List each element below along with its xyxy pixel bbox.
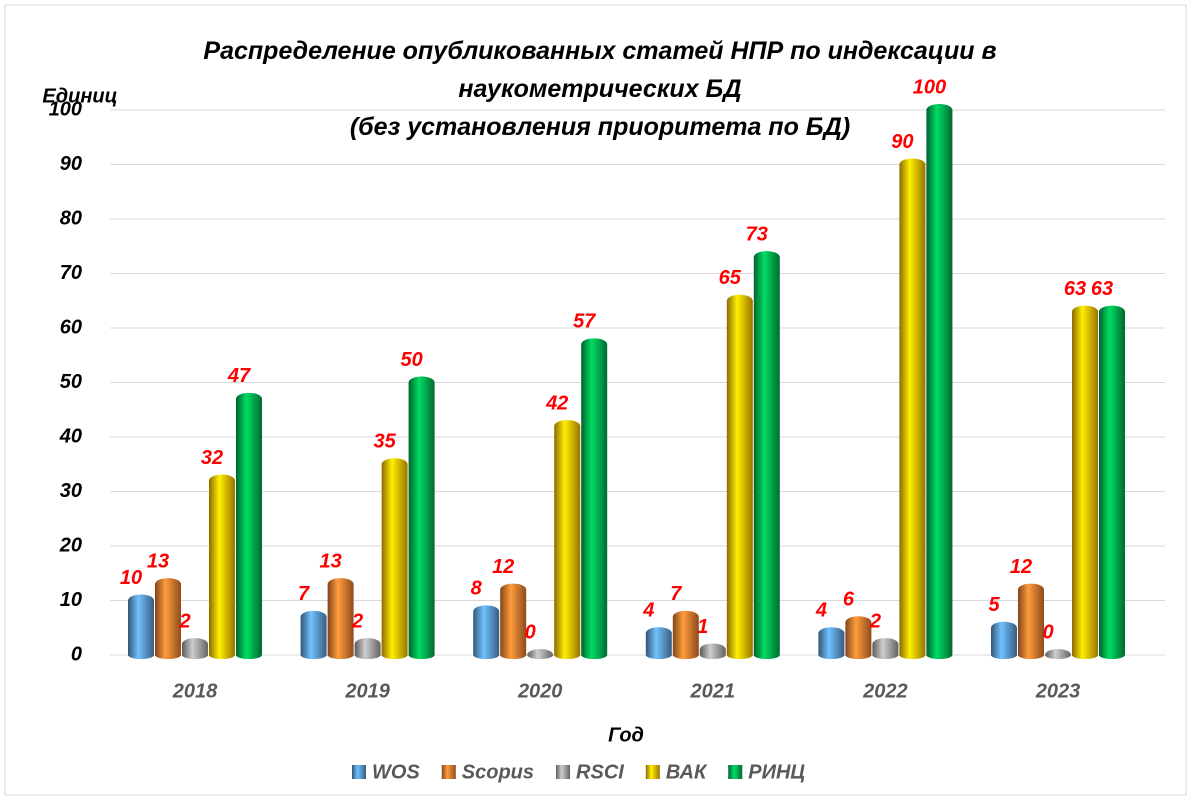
bar: [672, 610, 699, 659]
legend-swatch: [352, 765, 366, 779]
data-label: 50: [400, 349, 422, 371]
data-label: 73: [746, 223, 768, 245]
data-label: 13: [147, 550, 169, 572]
bar: [845, 616, 872, 659]
y-tick-label: 90: [60, 153, 82, 175]
legend-label: ВАК: [666, 761, 708, 783]
y-axis-label: Единиц: [42, 85, 117, 107]
legend-swatch: [645, 765, 660, 779]
data-label: 12: [492, 556, 514, 578]
bar: [991, 621, 1017, 659]
legend-label: РИНЦ: [748, 761, 805, 783]
data-label: 7: [298, 583, 310, 605]
data-label: 5: [988, 594, 1000, 616]
bar: [408, 376, 435, 659]
bar: [182, 638, 208, 659]
y-tick-label: 20: [59, 534, 82, 556]
legend-swatch: [556, 765, 571, 779]
x-tick-label: 2023: [1035, 680, 1081, 702]
data-label: 63: [1091, 278, 1113, 300]
bar: [899, 158, 926, 659]
y-tick-label: 100: [49, 98, 82, 120]
data-label: 90: [891, 131, 913, 153]
data-label: 32: [201, 447, 223, 469]
data-label: 65: [719, 267, 742, 289]
bar: [155, 578, 181, 659]
data-label: 10: [120, 567, 142, 589]
legend-label: RSCI: [576, 761, 624, 783]
bar: [926, 104, 953, 659]
bar: [872, 638, 899, 659]
chart-subtitle: (без установления приоритета по БД): [349, 113, 851, 141]
y-tick-label: 60: [60, 316, 82, 338]
data-label: 6: [843, 589, 855, 611]
data-label: 63: [1064, 278, 1086, 300]
y-tick-label: 80: [60, 207, 82, 229]
y-tick-label: 40: [59, 425, 82, 447]
y-tick-label: 70: [60, 262, 82, 284]
bar: [209, 474, 235, 659]
bar: [527, 649, 554, 659]
data-label: 7: [670, 583, 682, 605]
bar: [818, 627, 845, 659]
data-label: 47: [227, 365, 251, 387]
data-label: 42: [545, 392, 568, 414]
bar: [236, 392, 262, 659]
legend-label: Scopus: [462, 761, 534, 783]
x-tick-label: 2020: [517, 680, 563, 702]
bar: [581, 338, 608, 659]
bar: [645, 627, 672, 659]
y-tick-label: 10: [60, 589, 82, 611]
bar: [1018, 583, 1044, 659]
chart-title-block: Распределение опубликованных статей НПР …: [150, 32, 1050, 146]
data-label: 2: [869, 610, 881, 632]
bar: [354, 638, 381, 659]
bar: [381, 458, 408, 659]
data-label: 4: [815, 599, 827, 621]
data-label: 0: [525, 621, 536, 643]
bar: [554, 420, 581, 659]
bar: [753, 251, 780, 659]
data-label: 35: [373, 431, 396, 453]
bar: [1045, 649, 1071, 659]
data-label: 100: [913, 76, 946, 98]
bar: [128, 594, 154, 659]
y-tick-label: 50: [60, 371, 82, 393]
data-label: 57: [573, 311, 596, 333]
y-tick-label: 30: [60, 480, 82, 502]
bar: [726, 294, 753, 659]
bar: [1072, 305, 1098, 659]
data-label: 2: [178, 610, 190, 632]
data-label: 13: [319, 550, 341, 572]
data-label: 8: [471, 578, 483, 600]
bar: [699, 643, 726, 659]
x-tick-label: 2018: [172, 680, 218, 702]
data-label: 1: [697, 616, 708, 638]
data-label: 2: [351, 610, 363, 632]
bar: [327, 578, 354, 659]
x-tick-label: 2019: [344, 680, 390, 702]
legend-swatch: [728, 765, 743, 779]
y-tick-label: 0: [71, 643, 82, 665]
data-label: 0: [1042, 621, 1053, 643]
x-axis-label: Год: [608, 724, 644, 746]
data-label: 4: [642, 599, 654, 621]
legend-label: WOS: [372, 761, 420, 783]
bar: [500, 583, 527, 659]
data-label: 12: [1010, 556, 1032, 578]
legend-swatch: [441, 765, 456, 779]
bar: [1099, 305, 1125, 659]
x-tick-label: 2021: [690, 680, 736, 702]
bar: [300, 610, 327, 659]
chart-title: Распределение опубликованных статей НПР …: [203, 37, 997, 103]
bar: [473, 605, 500, 659]
x-tick-label: 2022: [862, 680, 908, 702]
